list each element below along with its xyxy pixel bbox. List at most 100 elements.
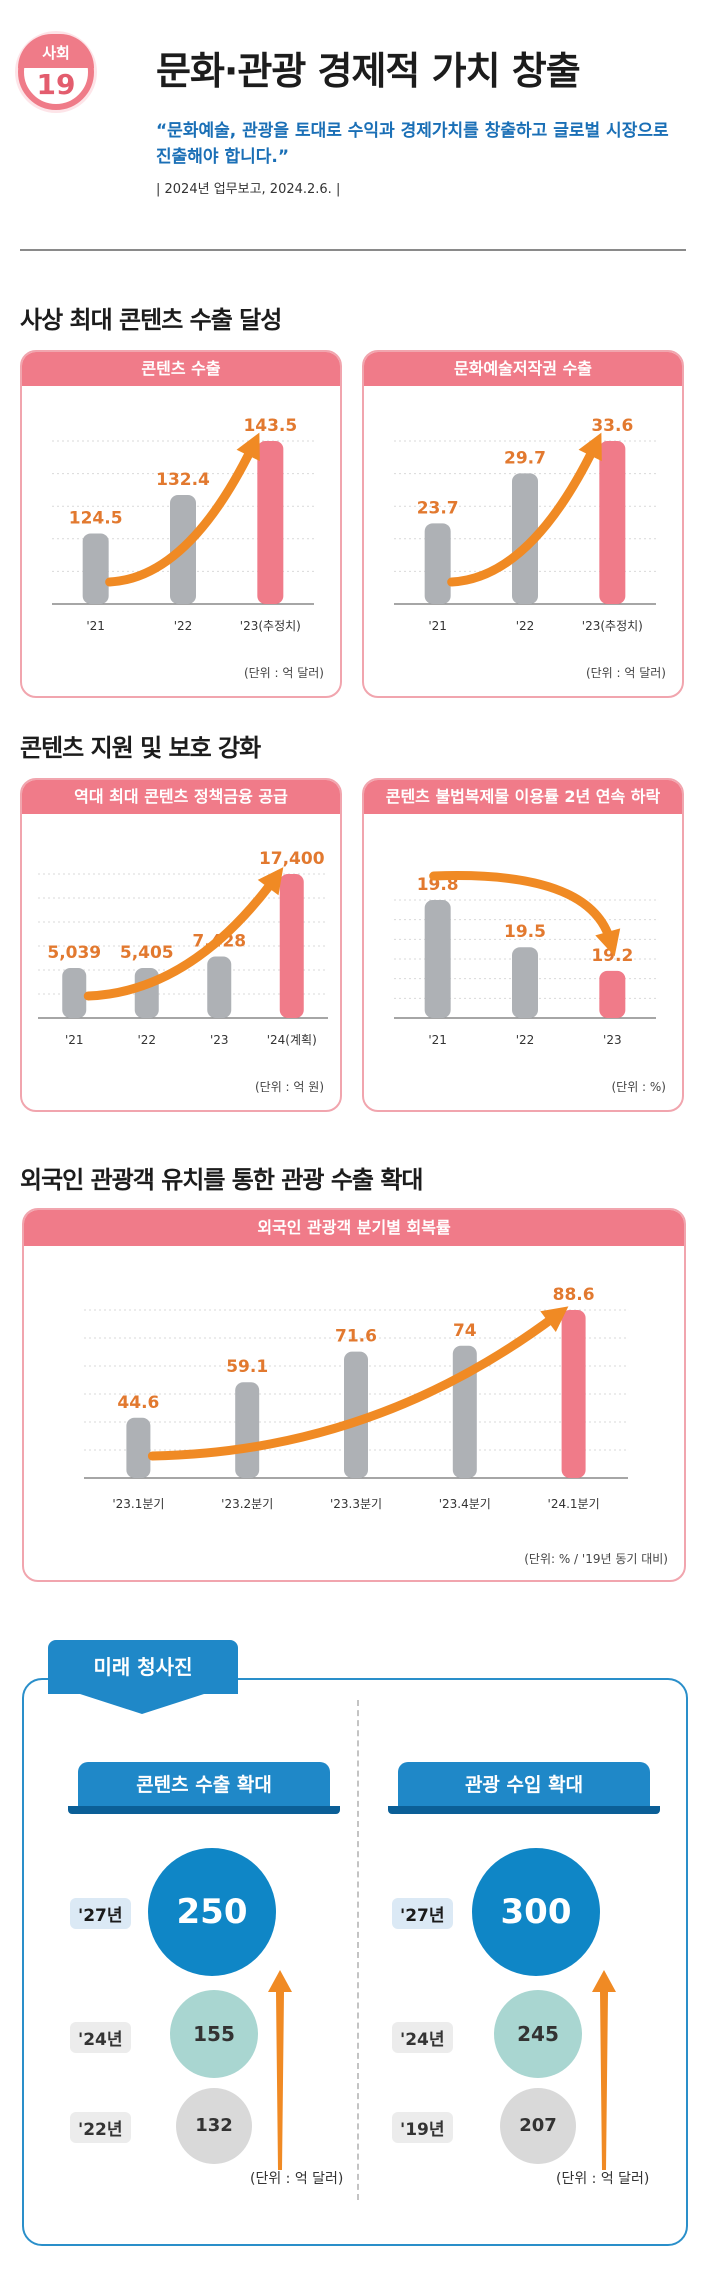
tick-label: '24(계획): [267, 1033, 317, 1047]
quote-text: “문화예술, 관광을 토대로 수익과 경제가치를 창출하고 글로벌 시장으로 진…: [156, 121, 669, 167]
chart-unit: (단위 : 억 달러): [243, 666, 324, 680]
data-label: 19.5: [504, 922, 546, 942]
tick-label: '23.2분기: [221, 1497, 273, 1511]
tick-label: '24.1분기: [548, 1497, 600, 1511]
chart-card-copyright-export: 문화예술저작권 수출 23.7 '21 29.7 '22 33.6 '23(추정치) (단…: [362, 350, 684, 698]
chart-unit: (단위 : 억 달러): [585, 666, 666, 680]
trend-arrow-head: [595, 928, 621, 957]
tick-label: '23: [210, 1033, 229, 1047]
tag-pointer: [80, 1694, 204, 1714]
data-label: 71.6: [335, 1327, 377, 1347]
data-label: 74: [453, 1321, 477, 1341]
trend-arrow: [147, 1311, 561, 1461]
chart-title: 콘텐츠 불법복제물 이용률 2년 연속 하락: [364, 780, 682, 814]
bar: [235, 1382, 260, 1478]
tick-label: '21: [428, 619, 447, 633]
bar: [82, 533, 109, 604]
trend-arrow: [447, 442, 599, 587]
bar: [126, 1417, 151, 1478]
bar: [344, 1351, 368, 1478]
chart-unit: (단위 : %): [611, 1080, 666, 1094]
year-label: '24년: [70, 2022, 131, 2053]
bar: [279, 874, 304, 1018]
chart-card-piracy-rate: 콘텐츠 불법복제물 이용률 2년 연속 하락 19.8'21 19.5'22 19.…: [362, 778, 684, 1112]
value-circle-2022: 132: [176, 2088, 252, 2164]
future-title-tourism-income: 관광 수입 확대: [388, 1762, 660, 1814]
trend-arrow: [83, 875, 279, 1001]
tick-label: '23(추정치): [582, 619, 643, 633]
data-label: 19.2: [591, 946, 633, 966]
bar: [512, 473, 538, 604]
tick-label: '23.4분기: [439, 1497, 491, 1511]
value-circle-2024: 245: [494, 1990, 582, 2078]
chart-title: 문화예술저작권 수출: [364, 352, 682, 386]
copyright-export-chart: 23.7 '21 29.7 '22 33.6 '23(추정치): [394, 416, 656, 633]
trend-arrow: [429, 871, 615, 946]
bar: [599, 970, 626, 1018]
bar: [207, 956, 232, 1018]
bar: [424, 900, 451, 1018]
value-circle-2019: 207: [500, 2088, 576, 2164]
quote-source: | 2024년 업무보고, 2024.2.6. |: [156, 182, 341, 197]
year-label: '27년: [70, 1898, 131, 1929]
trend-arrow-head: [578, 432, 602, 462]
tick-label: '23(추정치): [240, 619, 301, 633]
growth-arrow-icon: [592, 1970, 616, 2170]
tick-label: '23.3분기: [330, 1497, 382, 1511]
badge-number: 19: [36, 68, 76, 101]
section-title-export: 사상 최대 콘텐츠 수출 달성: [20, 306, 282, 334]
chart-title: 콘텐츠 수출: [22, 352, 340, 386]
data-label: 29.7: [504, 448, 546, 468]
future-blueprint-tag: 미래 청사진: [48, 1640, 238, 1694]
chart-unit: (단위: % / '19년 동기 대비): [524, 1552, 668, 1566]
trend-arrow-head: [257, 867, 284, 896]
data-label: 59.1: [226, 1357, 268, 1377]
page-title: 문화·관광 경제적 가치 창출: [156, 49, 581, 93]
chart-card-content-export: 콘텐츠 수출 124.5 '21 132.4 '22 143.5 '23(추정치) (단위…: [20, 350, 342, 698]
tick-label: '22: [174, 619, 193, 633]
tick-label: '22: [516, 619, 535, 633]
tick-label: '21: [428, 1033, 447, 1047]
chart-card-policy-finance: 역대 최대 콘텐츠 정책금융 공급 5,039'21 5,405'22 7,428 '…: [20, 778, 342, 1112]
chart-title: 외국인 관광객 분기별 회복률: [24, 1210, 684, 1246]
year-label: '22년: [70, 2112, 131, 2143]
chart-card-tourist-recovery: 외국인 관광객 분기별 회복률 44.6 '23.1분기 59.1 '23.2분기 71…: [22, 1208, 686, 1582]
data-label: 33.6: [591, 416, 633, 436]
tick-label: '23: [603, 1033, 622, 1047]
content-export-chart: 124.5 '21 132.4 '22 143.5 '23(추정치): [52, 416, 314, 633]
value-circle-2027: 300: [472, 1848, 600, 1976]
data-label: 88.6: [553, 1285, 595, 1305]
growth-arrow-icon: [268, 1970, 292, 2170]
year-label: '24년: [392, 2022, 453, 2053]
trend-arrow: [105, 442, 257, 587]
data-label: 44.6: [117, 1393, 159, 1413]
bar: [561, 1310, 586, 1478]
data-label: 124.5: [69, 508, 123, 528]
data-label: 23.7: [417, 498, 459, 518]
tick-label: '22: [137, 1033, 156, 1047]
section-title-support: 콘텐츠 지원 및 보호 강화: [20, 734, 261, 762]
tick-label: '23.1분기: [112, 1497, 164, 1511]
bar: [512, 947, 538, 1018]
data-label: 17,400: [259, 849, 325, 869]
trend-arrow-head: [540, 1306, 569, 1332]
value-circle-2027: 250: [148, 1848, 276, 1976]
bar: [599, 441, 626, 604]
future-title-content-export: 콘텐츠 수출 확대: [68, 1762, 340, 1814]
panel-divider: [357, 1700, 359, 2200]
bar: [62, 968, 87, 1018]
section-badge: 사회 19: [18, 34, 94, 110]
data-label: 5,039: [47, 943, 101, 963]
future-unit: (단위 : 억 달러): [556, 2171, 650, 2187]
badge-category: 사회: [18, 34, 94, 68]
tick-label: '22: [516, 1033, 535, 1047]
bar: [424, 523, 451, 604]
future-unit: (단위 : 억 달러): [250, 2171, 344, 2187]
bar: [134, 968, 159, 1018]
data-label: 143.5: [243, 416, 297, 436]
data-label: 5,405: [120, 943, 174, 963]
bar: [257, 441, 284, 604]
year-label: '27년: [392, 1898, 453, 1929]
